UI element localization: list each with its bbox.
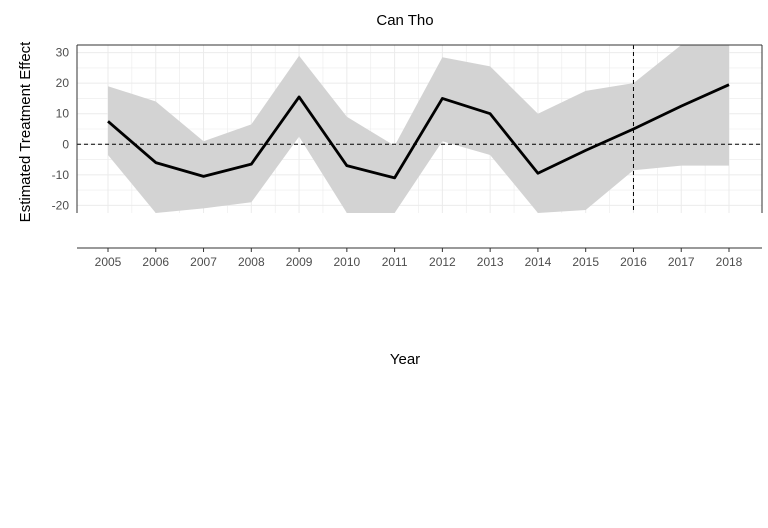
axes (76, 44, 763, 249)
x-tick-label: 2012 (429, 255, 456, 269)
x-tick-label: 2014 (525, 255, 552, 269)
x-tick-label: 2015 (572, 255, 599, 269)
y-tick-label: 20 (56, 76, 70, 90)
x-tick-label: 2018 (716, 255, 743, 269)
estimate-line (107, 83, 730, 180)
y-tick-label: 0 (62, 137, 69, 151)
y-tick-label: -20 (52, 198, 70, 212)
x-tick-labels: 2005 2006 2007 2008 2009 2010 2011 2012 2013 2014… (95, 248, 743, 269)
x-tick-label: 2008 (238, 255, 265, 269)
x-tick-label: 2006 (142, 255, 169, 269)
x-tick-label: 2017 (668, 255, 695, 269)
y-tick-label: -10 (52, 168, 70, 182)
y-tick-label: 30 (56, 46, 70, 60)
x-tick-label: 2005 (95, 255, 122, 269)
confidence-band (108, 45, 729, 213)
estimate-line-path (107, 83, 730, 180)
x-tick-label: 2010 (333, 255, 360, 269)
confidence-band-area (108, 45, 729, 213)
y-tick-label: 10 (56, 107, 70, 121)
x-tick-label: 2013 (477, 255, 504, 269)
chart-title: Can Tho (376, 12, 433, 29)
y-tick-labels: -20 -10 0 10 20 30 (52, 46, 70, 213)
x-tick-label: 2009 (286, 255, 313, 269)
y-axis-title: Estimated Treatment Effect (17, 41, 34, 222)
x-tick-label: 2016 (620, 255, 647, 269)
x-tick-label: 2011 (382, 255, 408, 269)
x-tick-label: 2007 (190, 255, 217, 269)
x-axis-title: Year (390, 351, 420, 368)
